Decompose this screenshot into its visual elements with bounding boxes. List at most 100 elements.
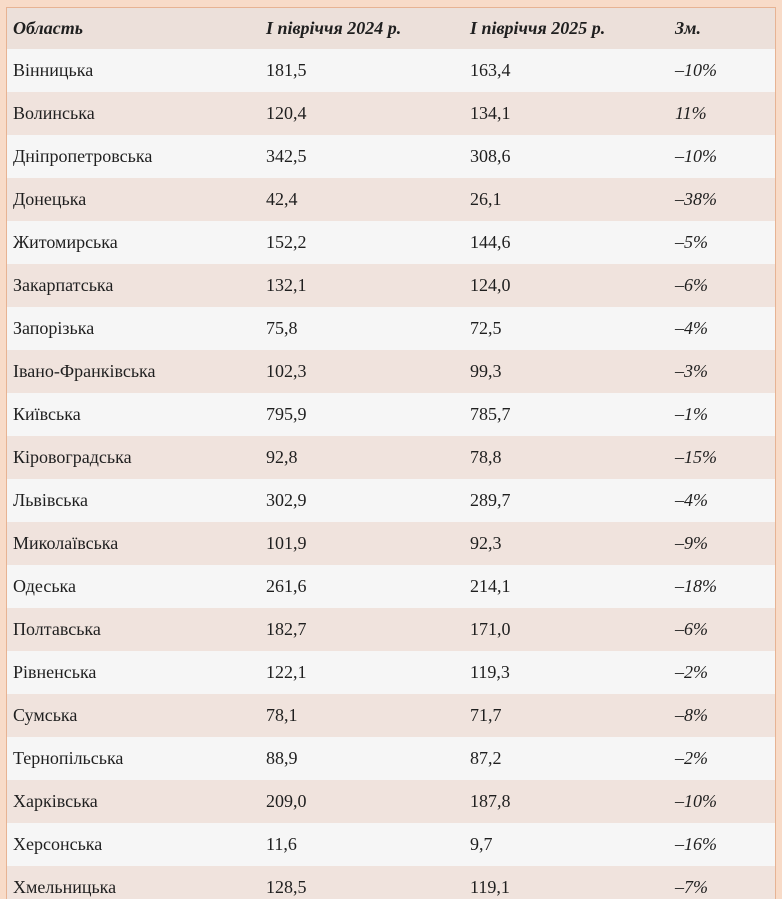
table-row: Закарпатська 132,1 124,0 –6%	[7, 264, 775, 307]
value-2025-cell: 78,8	[464, 436, 669, 479]
value-2024-cell: 75,8	[260, 307, 464, 350]
value-2025-cell: 87,2	[464, 737, 669, 780]
header-row: Область І півріччя 2024 р. І півріччя 20…	[7, 8, 775, 49]
value-2024-cell: 132,1	[260, 264, 464, 307]
table-header: Область І півріччя 2024 р. І півріччя 20…	[7, 8, 775, 49]
change-cell: –38%	[669, 178, 775, 221]
region-cell: Одеська	[7, 565, 260, 608]
value-2025-cell: 308,6	[464, 135, 669, 178]
table-row: Харківська 209,0 187,8 –10%	[7, 780, 775, 823]
change-cell: –18%	[669, 565, 775, 608]
change-cell: –10%	[669, 780, 775, 823]
value-2024-cell: 101,9	[260, 522, 464, 565]
region-cell: Сумська	[7, 694, 260, 737]
region-cell: Кіровоградська	[7, 436, 260, 479]
change-cell: –7%	[669, 866, 775, 899]
change-cell: –9%	[669, 522, 775, 565]
table-row: Донецька 42,4 26,1 –38%	[7, 178, 775, 221]
table-row: Одеська 261,6 214,1 –18%	[7, 565, 775, 608]
change-cell: –10%	[669, 49, 775, 92]
change-cell: –10%	[669, 135, 775, 178]
region-cell: Донецька	[7, 178, 260, 221]
change-cell: –15%	[669, 436, 775, 479]
column-header-change: Зм.	[669, 8, 775, 49]
change-cell: –2%	[669, 651, 775, 694]
region-cell: Івано-Франківська	[7, 350, 260, 393]
column-header-h1-2025: І півріччя 2025 р.	[464, 8, 669, 49]
value-2025-cell: 214,1	[464, 565, 669, 608]
region-cell: Закарпатська	[7, 264, 260, 307]
table-row: Рівненська 122,1 119,3 –2%	[7, 651, 775, 694]
value-2025-cell: 187,8	[464, 780, 669, 823]
value-2025-cell: 134,1	[464, 92, 669, 135]
table-row: Миколаївська 101,9 92,3 –9%	[7, 522, 775, 565]
value-2024-cell: 92,8	[260, 436, 464, 479]
change-cell: –4%	[669, 479, 775, 522]
table-row: Хмельницька 128,5 119,1 –7%	[7, 866, 775, 899]
region-cell: Полтавська	[7, 608, 260, 651]
value-2025-cell: 163,4	[464, 49, 669, 92]
region-cell: Рівненська	[7, 651, 260, 694]
value-2025-cell: 119,1	[464, 866, 669, 899]
value-2024-cell: 795,9	[260, 393, 464, 436]
region-cell: Хмельницька	[7, 866, 260, 899]
value-2025-cell: 92,3	[464, 522, 669, 565]
value-2024-cell: 261,6	[260, 565, 464, 608]
value-2024-cell: 342,5	[260, 135, 464, 178]
change-cell: –3%	[669, 350, 775, 393]
column-header-region: Область	[7, 8, 260, 49]
value-2025-cell: 119,3	[464, 651, 669, 694]
value-2025-cell: 124,0	[464, 264, 669, 307]
table-row: Вінницька 181,5 163,4 –10%	[7, 49, 775, 92]
value-2024-cell: 11,6	[260, 823, 464, 866]
change-cell: –16%	[669, 823, 775, 866]
change-cell: –1%	[669, 393, 775, 436]
value-2025-cell: 26,1	[464, 178, 669, 221]
change-cell: –8%	[669, 694, 775, 737]
regions-table: Область І півріччя 2024 р. І півріччя 20…	[7, 8, 775, 899]
value-2025-cell: 71,7	[464, 694, 669, 737]
region-cell: Київська	[7, 393, 260, 436]
change-cell: –6%	[669, 264, 775, 307]
column-header-h1-2024: І півріччя 2024 р.	[260, 8, 464, 49]
value-2025-cell: 9,7	[464, 823, 669, 866]
change-cell: –2%	[669, 737, 775, 780]
change-cell: –5%	[669, 221, 775, 264]
value-2025-cell: 171,0	[464, 608, 669, 651]
value-2024-cell: 122,1	[260, 651, 464, 694]
change-cell: –6%	[669, 608, 775, 651]
value-2024-cell: 152,2	[260, 221, 464, 264]
value-2024-cell: 209,0	[260, 780, 464, 823]
table-row: Тернопільська 88,9 87,2 –2%	[7, 737, 775, 780]
value-2024-cell: 182,7	[260, 608, 464, 651]
value-2025-cell: 72,5	[464, 307, 669, 350]
table-row: Київська 795,9 785,7 –1%	[7, 393, 775, 436]
region-cell: Волинська	[7, 92, 260, 135]
table-body: Вінницька 181,5 163,4 –10% Волинська 120,4 134…	[7, 49, 775, 899]
change-cell: 11%	[669, 92, 775, 135]
table-row: Херсонська 11,6 9,7 –16%	[7, 823, 775, 866]
region-cell: Дніпропетровська	[7, 135, 260, 178]
table-row: Запорізька 75,8 72,5 –4%	[7, 307, 775, 350]
change-cell: –4%	[669, 307, 775, 350]
value-2024-cell: 302,9	[260, 479, 464, 522]
table-row: Волинська 120,4 134,1 11%	[7, 92, 775, 135]
value-2024-cell: 128,5	[260, 866, 464, 899]
table-row: Кіровоградська 92,8 78,8 –15%	[7, 436, 775, 479]
value-2025-cell: 144,6	[464, 221, 669, 264]
regions-table-frame: Область І півріччя 2024 р. І півріччя 20…	[6, 7, 776, 899]
region-cell: Львівська	[7, 479, 260, 522]
region-cell: Херсонська	[7, 823, 260, 866]
table-row: Дніпропетровська 342,5 308,6 –10%	[7, 135, 775, 178]
region-cell: Житомирська	[7, 221, 260, 264]
value-2025-cell: 785,7	[464, 393, 669, 436]
value-2024-cell: 42,4	[260, 178, 464, 221]
value-2025-cell: 99,3	[464, 350, 669, 393]
value-2025-cell: 289,7	[464, 479, 669, 522]
value-2024-cell: 181,5	[260, 49, 464, 92]
value-2024-cell: 102,3	[260, 350, 464, 393]
value-2024-cell: 88,9	[260, 737, 464, 780]
table-row: Житомирська 152,2 144,6 –5%	[7, 221, 775, 264]
region-cell: Вінницька	[7, 49, 260, 92]
value-2024-cell: 78,1	[260, 694, 464, 737]
